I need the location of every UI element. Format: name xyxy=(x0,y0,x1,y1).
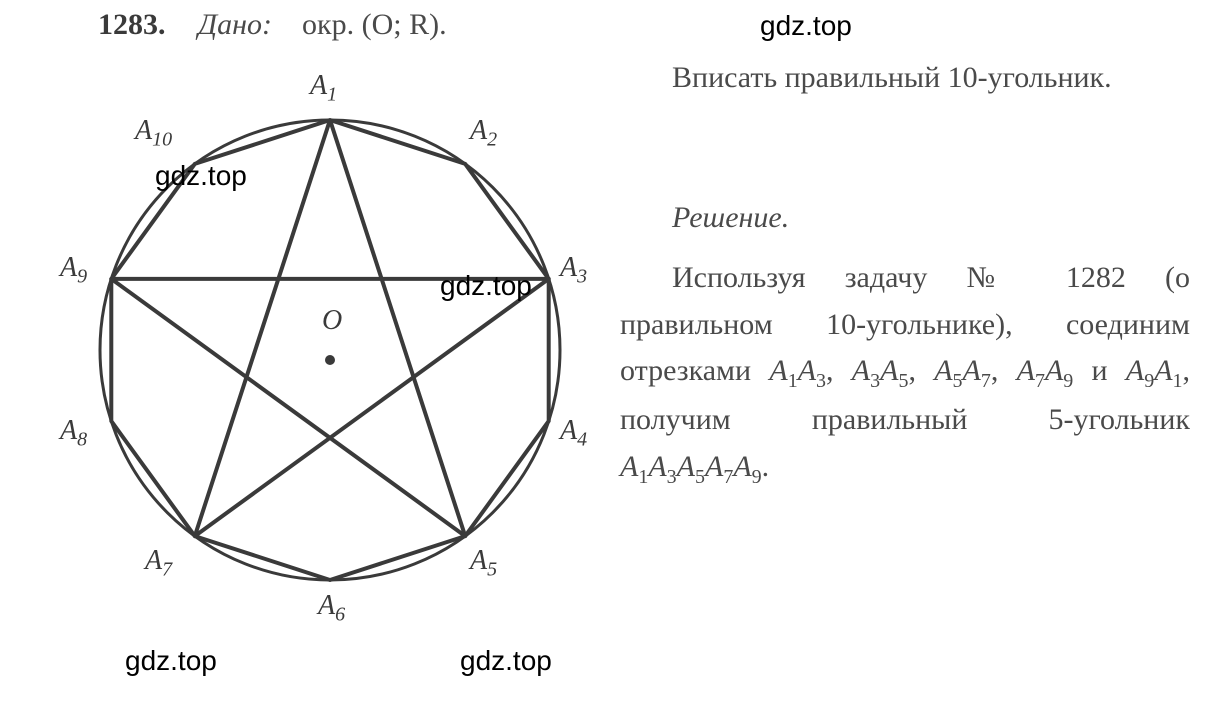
watermark-3: gdz.top xyxy=(125,645,217,677)
vertex-label-a10: A10 xyxy=(135,115,172,152)
vertex-label-a1: A1 xyxy=(310,70,337,107)
vertex-label-a7: A7 xyxy=(145,545,172,582)
solution-heading: Решение. xyxy=(620,195,1190,242)
vertex-label-a3: A3 xyxy=(560,252,587,289)
vertex-label-a2: A2 xyxy=(470,115,497,152)
vertex-label-a6: A6 xyxy=(318,590,345,627)
given-content: окр. (O; R). xyxy=(302,8,447,42)
given-label: Дано: xyxy=(198,8,272,42)
vertex-label-a9: A9 xyxy=(60,252,87,289)
watermark-4: gdz.top xyxy=(460,645,552,677)
task-text: Вписать правильный 10-угольник. xyxy=(620,55,1190,102)
vertex-label-a8: A8 xyxy=(60,415,87,452)
watermark-2: gdz.top xyxy=(440,270,532,302)
problem-number: 1283. xyxy=(98,8,166,42)
watermark-0: gdz.top xyxy=(760,10,852,42)
center-label: O xyxy=(322,305,342,337)
decagon-diagram: A1A2A3A4A5A6A7A8A9A10 O xyxy=(70,60,590,650)
vertex-label-a4: A4 xyxy=(560,415,587,452)
vertex-label-a5: A5 xyxy=(470,545,497,582)
solution-body: Используя задачу № 1282 (о правильном 10… xyxy=(620,255,1190,493)
watermark-1: gdz.top xyxy=(155,160,247,192)
